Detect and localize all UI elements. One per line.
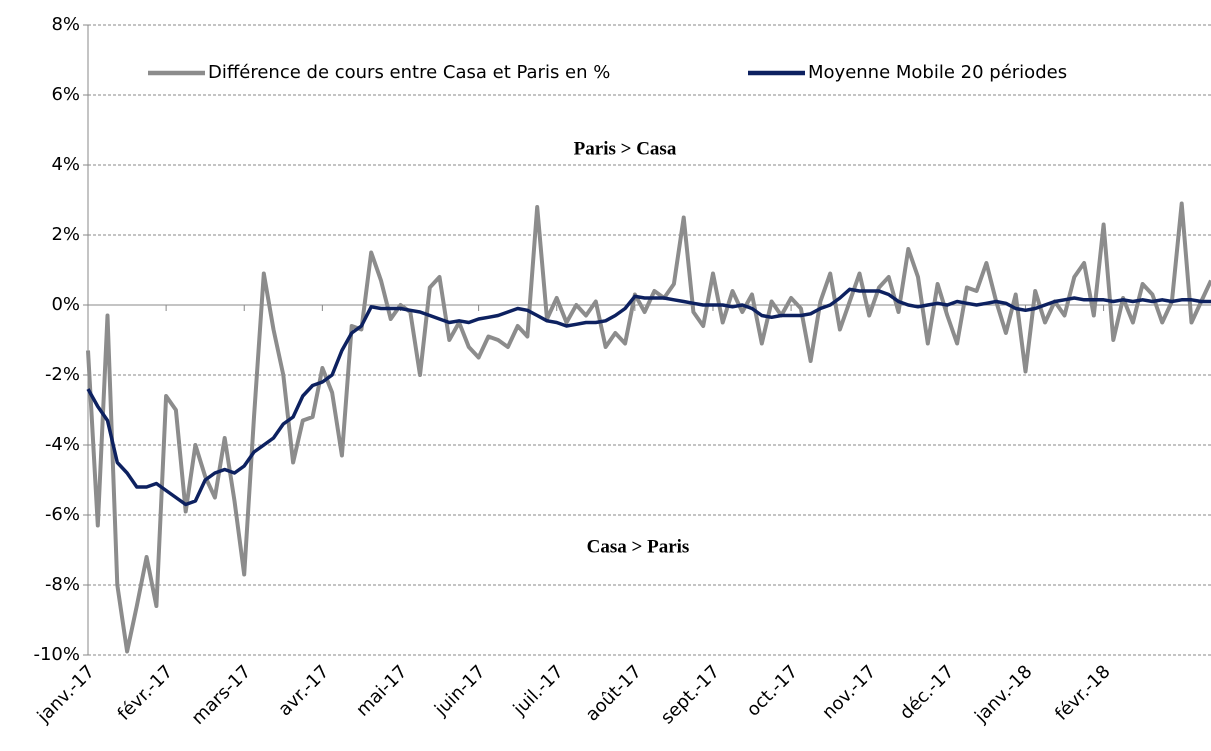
series-line — [86, 201, 1211, 654]
x-tick-label: janv.-18 — [970, 661, 1036, 727]
legend-label: Moyenne Mobile 20 périodes — [808, 62, 1067, 83]
x-tick-label: oct.-17 — [743, 661, 802, 720]
y-tick-label: 0% — [51, 294, 80, 315]
x-tick-label: nov.-17 — [818, 661, 880, 723]
annotation: Casa > Paris — [587, 536, 690, 557]
y-tick-label: -4% — [45, 434, 80, 455]
x-tick-label: juin-17 — [430, 661, 490, 721]
x-tick-label: mars-17 — [188, 661, 256, 729]
y-tick-label: -10% — [33, 644, 80, 665]
y-tick-label: -2% — [45, 364, 80, 385]
x-tick-label: sept.-17 — [657, 661, 724, 728]
legend-label: Différence de cours entre Casa et Paris … — [208, 62, 610, 83]
annotation: Paris > Casa — [574, 138, 677, 159]
y-tick-label: 2% — [51, 224, 80, 245]
y-tick-label: 4% — [51, 154, 80, 175]
x-tick-label: août-17 — [582, 661, 646, 725]
x-tick-label: janv.-17 — [33, 661, 99, 727]
x-tick-label: févr.-18 — [1051, 661, 1115, 725]
y-tick-label: 8% — [51, 14, 80, 35]
y-tick-label: -6% — [45, 504, 80, 525]
y-tick-label: 6% — [51, 84, 80, 105]
x-tick-label: déc.-17 — [896, 661, 959, 724]
x-tick-label: juil.-17 — [509, 661, 568, 720]
x-tick-label: mai-17 — [352, 661, 411, 720]
x-tick-label: avr.-17 — [274, 661, 333, 720]
x-tick-label: févr.-17 — [114, 661, 178, 725]
series-line — [86, 287, 1211, 507]
y-tick-label: -8% — [45, 574, 80, 595]
